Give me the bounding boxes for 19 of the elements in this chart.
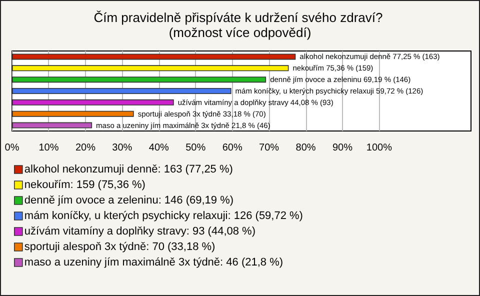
x-tick-label: 90%: [332, 142, 353, 154]
chart-title: Čím pravidelně přispíváte k udržení svého zdraví? (možnost více odpovědí): [94, 10, 386, 40]
legend-label: alkohol nekonzumuji denně: 163 (77,25 %): [24, 164, 233, 176]
legend-label: mám koníčky, u kterých psychicky relaxuji: 126 (59,72 %): [24, 210, 303, 222]
legend-label: užívám vitamíny a doplňky stravy: 93 (44,08 %): [24, 226, 256, 238]
x-tick-label: 50%: [186, 142, 206, 154]
x-tick-label: 80%: [296, 142, 316, 154]
legend-label: maso a uzeniny jím maximálně 3x týdně: 46 (21,8 %): [24, 256, 284, 268]
legend-label: sportuji alespoň 3x týdně: 70 (33,18 %): [24, 241, 216, 253]
x-tick-label: 30%: [112, 142, 132, 154]
x-tick-label: 100%: [366, 142, 392, 154]
x-tick-label: 20%: [75, 142, 96, 154]
x-tick-label: 40%: [148, 142, 169, 154]
x-tick-label: 0%: [4, 142, 20, 154]
legend-label: denně jím ovoce a zeleninu: 146 (69,19 %): [24, 194, 234, 206]
x-tick-label: 60%: [222, 142, 242, 154]
x-tick-label: 70%: [259, 142, 280, 154]
x-tick-label: 10%: [38, 142, 59, 154]
legend-label: nekouřím: 159 (75,36 %): [24, 179, 146, 191]
